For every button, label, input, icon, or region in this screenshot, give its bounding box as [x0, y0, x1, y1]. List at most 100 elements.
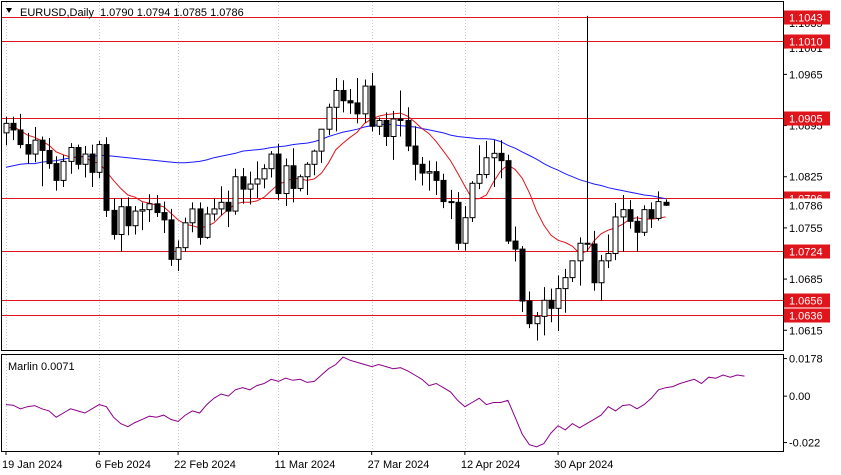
candle-body [10, 122, 17, 131]
candle-body [541, 299, 548, 317]
candle-body [663, 201, 670, 206]
candle-body [168, 219, 175, 260]
candle-body [555, 288, 562, 309]
candle-body [412, 145, 419, 165]
candle-body [397, 118, 404, 121]
candle-body [3, 122, 10, 134]
collapse-triangle-icon[interactable] [6, 8, 12, 13]
candle [3, 116, 10, 146]
candle [17, 113, 24, 149]
candle-body [68, 146, 75, 162]
y-axis-tick-label: 1.0615 [789, 325, 823, 337]
candle [46, 137, 53, 169]
level-price-tag [784, 308, 830, 323]
candle [498, 140, 505, 179]
candle-body [462, 217, 469, 244]
candle [455, 192, 462, 250]
candle [476, 145, 483, 190]
candle-body [584, 242, 591, 245]
candle-body [275, 153, 282, 195]
level-price-tag [784, 111, 830, 126]
candle-body [132, 210, 139, 227]
candle [534, 311, 541, 341]
candle [512, 226, 519, 262]
candle [440, 173, 447, 209]
indicator-name: Marlin 0.0071 [8, 361, 75, 373]
level-price-label: 1.0724 [789, 247, 823, 259]
candle-body [419, 163, 426, 174]
candle [197, 202, 204, 245]
candle [548, 288, 555, 323]
candle [390, 110, 397, 160]
level-price-tag [784, 10, 830, 25]
candle-body [297, 176, 304, 189]
candle [448, 189, 455, 220]
candle-body [648, 209, 655, 219]
candle-body [577, 242, 584, 262]
osc-y-tick-label: 0.00 [789, 391, 810, 403]
candle [318, 128, 325, 163]
candle-body [483, 157, 490, 176]
candle [598, 254, 605, 302]
candle-body [60, 160, 67, 181]
candle-body [569, 260, 576, 279]
candle-body [641, 209, 648, 233]
candle [111, 198, 118, 240]
candle [663, 199, 670, 206]
candle-body [476, 174, 483, 184]
current-price-tag [784, 198, 830, 213]
x-axis-date-label: 22 Feb 2024 [174, 459, 236, 471]
candle [139, 202, 146, 231]
y-axis-tick-label: 1.0685 [789, 274, 823, 286]
ohlc-readout: 1.0790 1.0794 1.0785 1.0786 [100, 7, 244, 19]
candle [340, 80, 347, 113]
candle-body [53, 163, 60, 181]
candle-body [103, 144, 110, 211]
candle [405, 107, 412, 152]
candle [462, 205, 469, 251]
candle [10, 116, 17, 141]
osc-y-tick-label: 0.0178 [789, 354, 823, 366]
candle-body [261, 168, 268, 180]
slow-ma-line [5, 123, 666, 200]
candle [641, 205, 648, 236]
candle [333, 78, 340, 132]
candle-body [333, 89, 340, 108]
candle [591, 230, 598, 291]
candle [82, 146, 89, 178]
candle [247, 171, 254, 205]
x-axis-date-label: 27 Mar 2024 [368, 459, 430, 471]
candle [204, 206, 211, 239]
candle-body [161, 212, 168, 221]
indicator-subwindow[interactable]: 19 Jan 2024 6 Feb 2024 22 Feb 2024 11 Mar 2… [2, 354, 823, 471]
candle [354, 78, 361, 124]
candle-body [17, 129, 24, 146]
candle [96, 140, 103, 179]
candle [491, 140, 498, 187]
candle-body [605, 252, 612, 262]
candle-body [311, 150, 318, 165]
candle [555, 275, 562, 331]
candle [362, 79, 369, 123]
main-price-pane[interactable]: 1.10351.10011.09651.08951.08251.07861.07… [2, 2, 830, 350]
candle-body [111, 209, 118, 235]
candle-body [376, 119, 383, 127]
candle-body [519, 248, 526, 302]
candle-body [433, 171, 440, 181]
candle-body [369, 85, 376, 127]
candle [648, 202, 655, 228]
candle-body [491, 152, 498, 159]
candle [232, 168, 239, 215]
candle [562, 268, 569, 313]
osc-y-tick-label: -0.022 [789, 438, 820, 450]
candle-body [182, 222, 189, 249]
candle [68, 143, 75, 174]
candle [211, 198, 218, 221]
candle [146, 194, 153, 223]
candle-body [612, 216, 619, 254]
candle [132, 205, 139, 235]
candle [433, 161, 440, 196]
candle [297, 174, 304, 192]
